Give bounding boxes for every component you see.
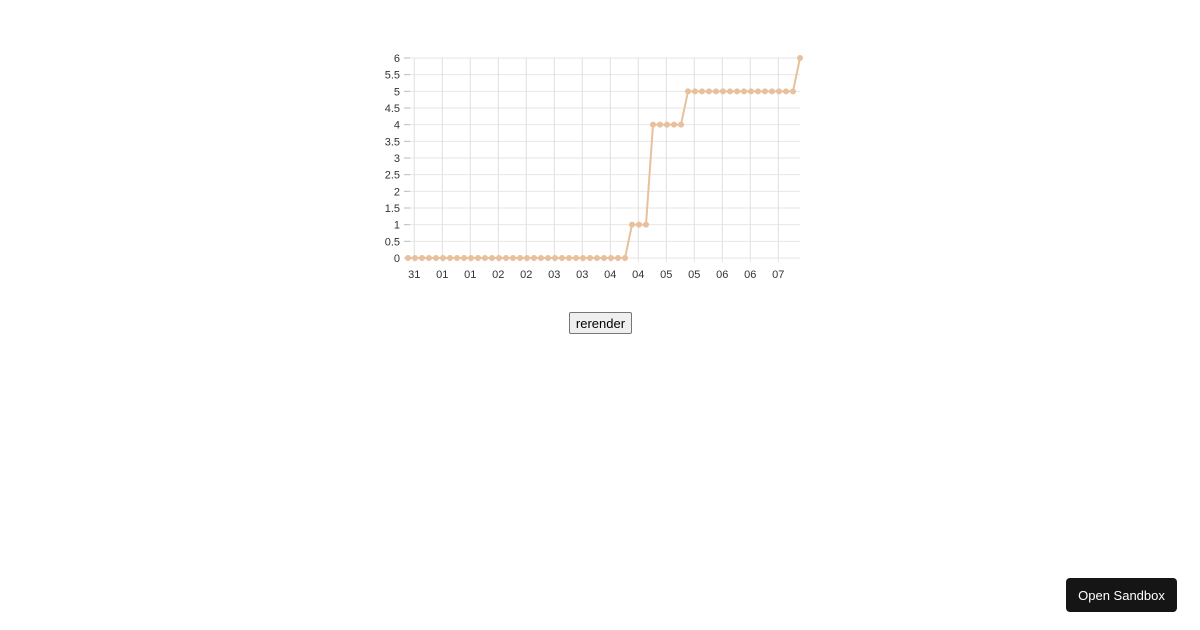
data-point [601,255,607,261]
data-point [797,55,803,61]
data-point [706,88,712,95]
data-point [545,255,551,261]
x-tick-label: 04 [604,269,616,281]
data-point [685,88,691,95]
data-point [629,221,635,228]
y-tick-label: 4.5 [385,103,400,115]
data-point [762,88,768,95]
y-tick-label: 0 [394,253,400,265]
data-point [538,255,544,261]
y-tick-label: 5 [394,86,400,98]
data-point [692,88,698,95]
x-tick-label: 03 [576,269,588,281]
y-tick-label: 3 [394,153,400,165]
data-point [587,255,593,261]
data-point [405,255,411,261]
data-point [678,121,684,128]
data-point [475,255,481,261]
data-point [510,255,516,261]
x-tick-label: 03 [548,269,560,281]
data-point [496,255,502,261]
y-tick-label: 1 [394,220,400,232]
series-points [405,55,803,261]
data-point [433,255,439,261]
data-point [734,88,740,95]
data-point [748,88,754,95]
data-point [454,255,460,261]
x-tick-label: 02 [492,269,504,281]
x-tick-label: 31 [408,269,420,281]
data-point [594,255,600,261]
data-point [517,255,523,261]
x-tick-label: 04 [632,269,644,281]
data-point [566,255,572,261]
data-point [461,255,467,261]
x-tick-label: 01 [464,269,476,281]
grid [410,57,800,262]
data-point [720,88,726,95]
data-point [559,255,565,261]
data-point [643,221,649,228]
data-point [783,88,789,95]
data-point [615,255,621,261]
x-tick-label: 06 [716,269,728,281]
y-tick-label: 3.5 [385,136,400,148]
data-point [636,221,642,228]
x-tick-label: 06 [744,269,756,281]
data-point [622,255,628,261]
data-point [741,88,747,95]
x-tick-label: 07 [772,269,784,281]
y-tick-label: 6 [394,53,400,65]
line-chart: 0 0.5 1 1.5 2 2.5 3 3.5 4 4.5 5 5.5 6 31 01 01 02 02 03 03… [385,53,803,281]
data-point [447,255,453,261]
x-axis: 31 01 01 02 02 03 03 04 04 05 05 06 06 07 [408,269,784,281]
x-tick-label: 01 [436,269,448,281]
y-tick-label: 4 [394,120,400,132]
data-point [580,255,586,261]
data-point [412,255,418,261]
open-sandbox-button[interactable]: Open Sandbox [1066,578,1177,612]
data-point [650,121,656,128]
data-point [482,255,488,261]
y-tick-label: 2.5 [385,170,400,182]
data-point [769,88,775,95]
data-point [489,255,495,261]
x-tick-label: 05 [688,269,700,281]
data-point [468,255,474,261]
data-point [524,255,530,261]
y-tick-label: 0.5 [385,236,400,248]
data-point [755,88,761,95]
data-point [790,88,796,95]
y-tick-label: 5.5 [385,70,400,82]
data-point [671,121,677,128]
rerender-button[interactable]: rerender [569,312,632,334]
data-point [419,255,425,261]
y-axis: 0 0.5 1 1.5 2 2.5 3 3.5 4 4.5 5 5.5 6 [385,53,410,265]
data-point [657,121,663,128]
data-point [776,88,782,95]
data-point [699,88,705,95]
x-tick-label: 02 [520,269,532,281]
data-point [608,255,614,261]
data-point [573,255,579,261]
data-point [440,255,446,261]
data-point [552,255,558,261]
y-tick-label: 1.5 [385,203,400,215]
data-point [503,255,509,261]
data-point [713,88,719,95]
data-point [727,88,733,95]
data-point [426,255,432,261]
data-point [531,255,537,261]
data-point [664,121,670,128]
y-tick-label: 2 [394,186,400,198]
x-tick-label: 05 [660,269,672,281]
